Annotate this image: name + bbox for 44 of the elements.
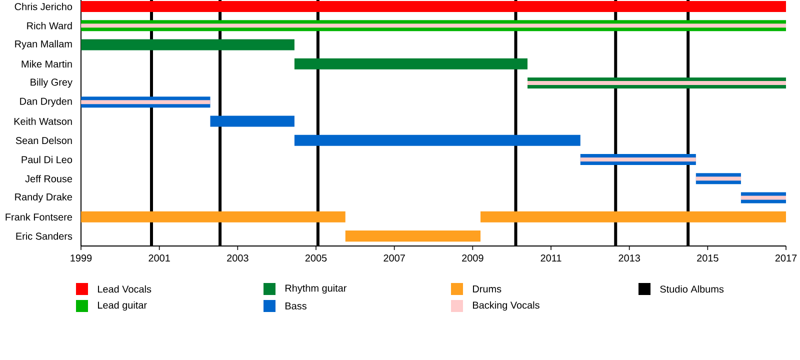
bar xyxy=(81,100,210,104)
y-tick-label: Chris Jericho xyxy=(14,2,72,10)
x-tick-label: 2007 xyxy=(384,254,405,262)
bar xyxy=(81,211,346,222)
x-tick-label: 2015 xyxy=(697,254,718,262)
x-tick-label: 1999 xyxy=(70,254,92,262)
x-tick-label: 2013 xyxy=(618,254,640,262)
y-tick-label: Eric Sanders xyxy=(16,232,72,240)
bar xyxy=(480,211,786,222)
bar xyxy=(81,24,786,28)
bar xyxy=(528,81,786,86)
y-tick-label: Mike Martin xyxy=(22,60,72,68)
y-tick-label: Dan Dryden xyxy=(20,98,72,107)
y-tick-label: Frank Fontsere xyxy=(6,213,72,221)
x-tick-label: 2005 xyxy=(305,254,327,262)
bar xyxy=(696,176,741,181)
y-tick-label: Rich Ward xyxy=(27,22,72,30)
y-tick-label: Jeff Rouse xyxy=(25,175,72,182)
x-tick-label: 2017 xyxy=(775,254,797,262)
y-tick-label: Randy Drake xyxy=(15,193,72,202)
bar xyxy=(580,158,696,162)
legend-label: Rhythm guitar xyxy=(286,284,347,294)
y-tick-label: Paul Di Leo xyxy=(22,156,72,164)
y-tick-label: Ryan Mallam xyxy=(15,40,72,50)
legend-label: Studio Albums xyxy=(660,285,724,293)
legend-label: Backing Vocals xyxy=(473,301,540,311)
legend-label: Lead Vocals xyxy=(98,285,152,293)
legend-label: Bass xyxy=(286,302,306,310)
legend-label: Lead guitar xyxy=(98,301,147,311)
bar xyxy=(294,58,528,70)
y-tick-label: Keith Watson xyxy=(14,118,72,125)
legend-label: Drums xyxy=(473,286,502,292)
y-tick-label: Sean Delson xyxy=(16,136,72,144)
x-tick-label: 2009 xyxy=(462,254,484,262)
bar xyxy=(210,116,294,127)
bar xyxy=(294,134,580,146)
bar xyxy=(345,230,481,242)
y-tick-label: Billy Grey xyxy=(30,78,72,88)
bar xyxy=(81,39,294,50)
x-tick-label: 2011 xyxy=(540,254,562,262)
bar xyxy=(740,196,786,200)
x-tick-label: 2003 xyxy=(227,254,248,262)
x-tick-label: 2001 xyxy=(148,254,170,262)
bar xyxy=(81,0,786,12)
